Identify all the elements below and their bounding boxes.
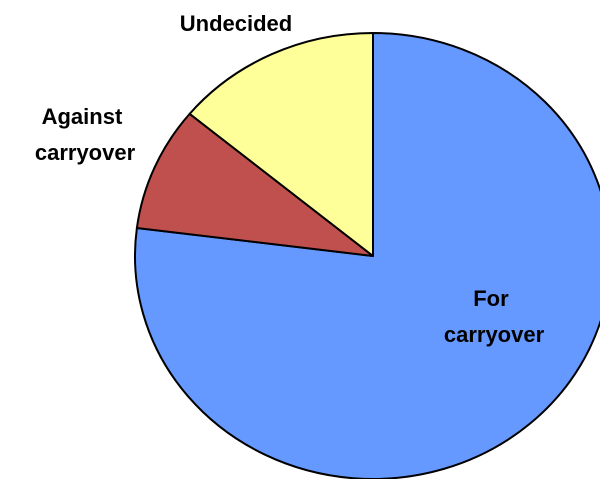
slice-undecided [188, 32, 374, 257]
label-undecided: Undecided [180, 11, 292, 36]
pie-labels: For carryover Against carryover Undecide… [35, 11, 545, 347]
pie-slices [134, 32, 600, 479]
label-against-carryover: Against carryover [35, 104, 136, 165]
slice-against-carryover [135, 112, 374, 257]
label-for-carryover: For carryover [444, 286, 545, 347]
